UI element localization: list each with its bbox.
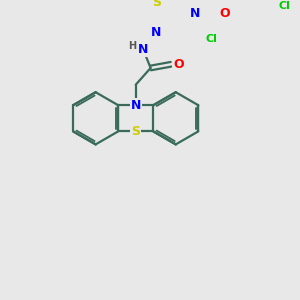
Text: Cl: Cl [279,2,291,11]
Text: S: S [152,0,161,9]
Text: O: O [220,8,230,20]
Text: N: N [190,8,200,20]
Text: H: H [128,40,136,51]
Text: S: S [131,125,140,138]
Text: N: N [151,26,161,39]
Text: N: N [138,43,148,56]
Text: O: O [173,58,184,71]
Text: N: N [130,99,141,112]
Text: Cl: Cl [205,34,217,44]
